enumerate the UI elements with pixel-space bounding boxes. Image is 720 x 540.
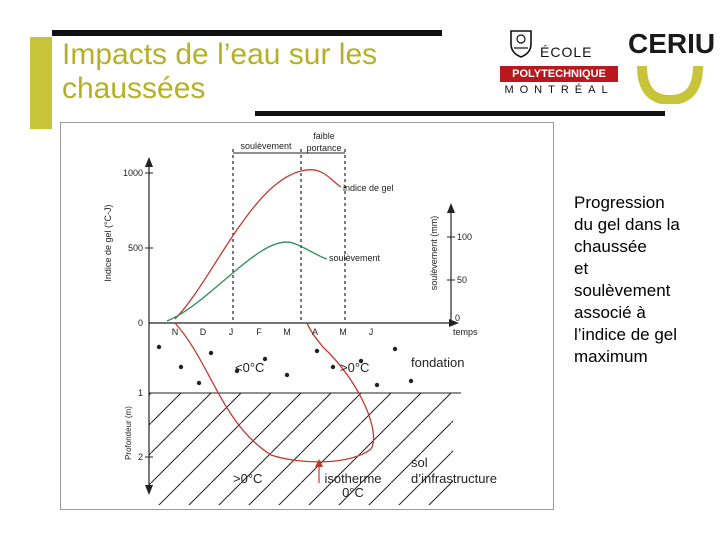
label-isotherme-0c: 0°C <box>342 485 364 500</box>
month-j2: J <box>369 327 374 337</box>
label-above-zero-1: >0°C <box>340 360 369 375</box>
polytechnique-band-text: POLYTECHNIQUE <box>512 68 606 80</box>
label-soulevement-curve: soulèvement <box>329 253 381 263</box>
y-right-100: 100 <box>457 232 472 242</box>
right-axis-arrow <box>447 203 455 213</box>
y-right-title: soulèvement (mm) <box>429 216 439 291</box>
side-caption-line-1: Progression <box>574 193 665 212</box>
side-caption-line-6: associé à <box>574 303 646 322</box>
top-rule <box>52 30 442 36</box>
label-below-zero: <0°C <box>235 360 264 375</box>
polytechnique-city-text: MONTRÉAL <box>504 84 614 96</box>
soil-particles <box>156 344 414 388</box>
label-sol: sol <box>411 455 428 470</box>
label-temps: temps <box>453 327 478 337</box>
slide-title-line-2: chaussées <box>62 72 206 105</box>
month-m2: M <box>339 327 347 337</box>
polytechnique-logo: ÉCOLE POLYTECHNIQUE MONTRÉAL <box>500 26 618 98</box>
heave-curve <box>166 241 328 322</box>
frost-diagram: soulèvement faible portance indice de ge… <box>103 131 497 505</box>
label-above-zero-2: >0°C <box>233 471 262 486</box>
ceriu-logo-text: CERIU <box>628 28 716 59</box>
y-left-500: 500 <box>128 243 143 253</box>
label-portance: portance <box>306 143 341 153</box>
side-caption-line-4: et <box>574 259 589 278</box>
label-soulevement: soulèvement <box>240 141 292 151</box>
polytechnique-band: POLYTECHNIQUE <box>500 66 618 82</box>
side-caption-line-5: soulèvement <box>574 281 671 300</box>
ceriu-arc-icon <box>637 65 703 104</box>
month-d: D <box>200 327 207 337</box>
side-caption-line-7: l’indice de gel <box>574 325 678 344</box>
label-faible: faible <box>313 131 335 141</box>
polytechnique-ecole-text: ÉCOLE <box>540 44 593 60</box>
depth-1: 1 <box>138 388 143 398</box>
y-right-50: 50 <box>457 275 467 285</box>
month-j: J <box>229 327 234 337</box>
slide-title-line-1: Impacts de l’eau sur les <box>62 38 378 71</box>
side-caption-line-2: du gel dans la <box>574 215 680 234</box>
side-caption-line-8: maximum <box>574 347 648 366</box>
month-f: F <box>256 327 262 337</box>
depth-title: Profondeur (m) <box>124 406 133 460</box>
polytechnique-logo-top: ÉCOLE <box>500 26 618 64</box>
label-infrastructure: d’infrastructure <box>411 471 497 486</box>
header-rule <box>255 111 665 116</box>
y-left-0: 0 <box>138 318 143 328</box>
label-fondation: fondation <box>411 355 465 370</box>
month-n: N <box>172 327 179 337</box>
label-isotherme: isotherme <box>324 471 381 486</box>
frost-index-curve <box>174 169 342 320</box>
subgrade-hatch <box>149 393 453 505</box>
isotherme-arrow-head <box>315 459 323 467</box>
side-caption-line-3: chaussée <box>574 237 647 256</box>
crest-icon <box>510 30 532 58</box>
slide-title: Impacts de l’eau sur les chaussées <box>62 38 462 106</box>
y-left-1000: 1000 <box>123 168 143 178</box>
y-right-0: 0 <box>455 313 460 323</box>
y-left-title: Indice de gel (°C-J) <box>103 204 113 281</box>
side-caption: Progression du gel dans la chaussée et s… <box>574 192 714 368</box>
depth-2: 2 <box>138 452 143 462</box>
left-axis-arrow <box>145 157 153 167</box>
frost-heave-figure: soulèvement faible portance indice de ge… <box>60 122 554 510</box>
zero-isotherm-curve <box>174 322 375 463</box>
label-indice-de-gel: indice de gel <box>343 183 394 193</box>
title-accent-bar <box>30 37 52 129</box>
depth-axis-arrow <box>145 485 153 495</box>
month-a: A <box>312 327 318 337</box>
ceriu-logo: CERIU <box>628 28 716 108</box>
month-m: M <box>283 327 291 337</box>
